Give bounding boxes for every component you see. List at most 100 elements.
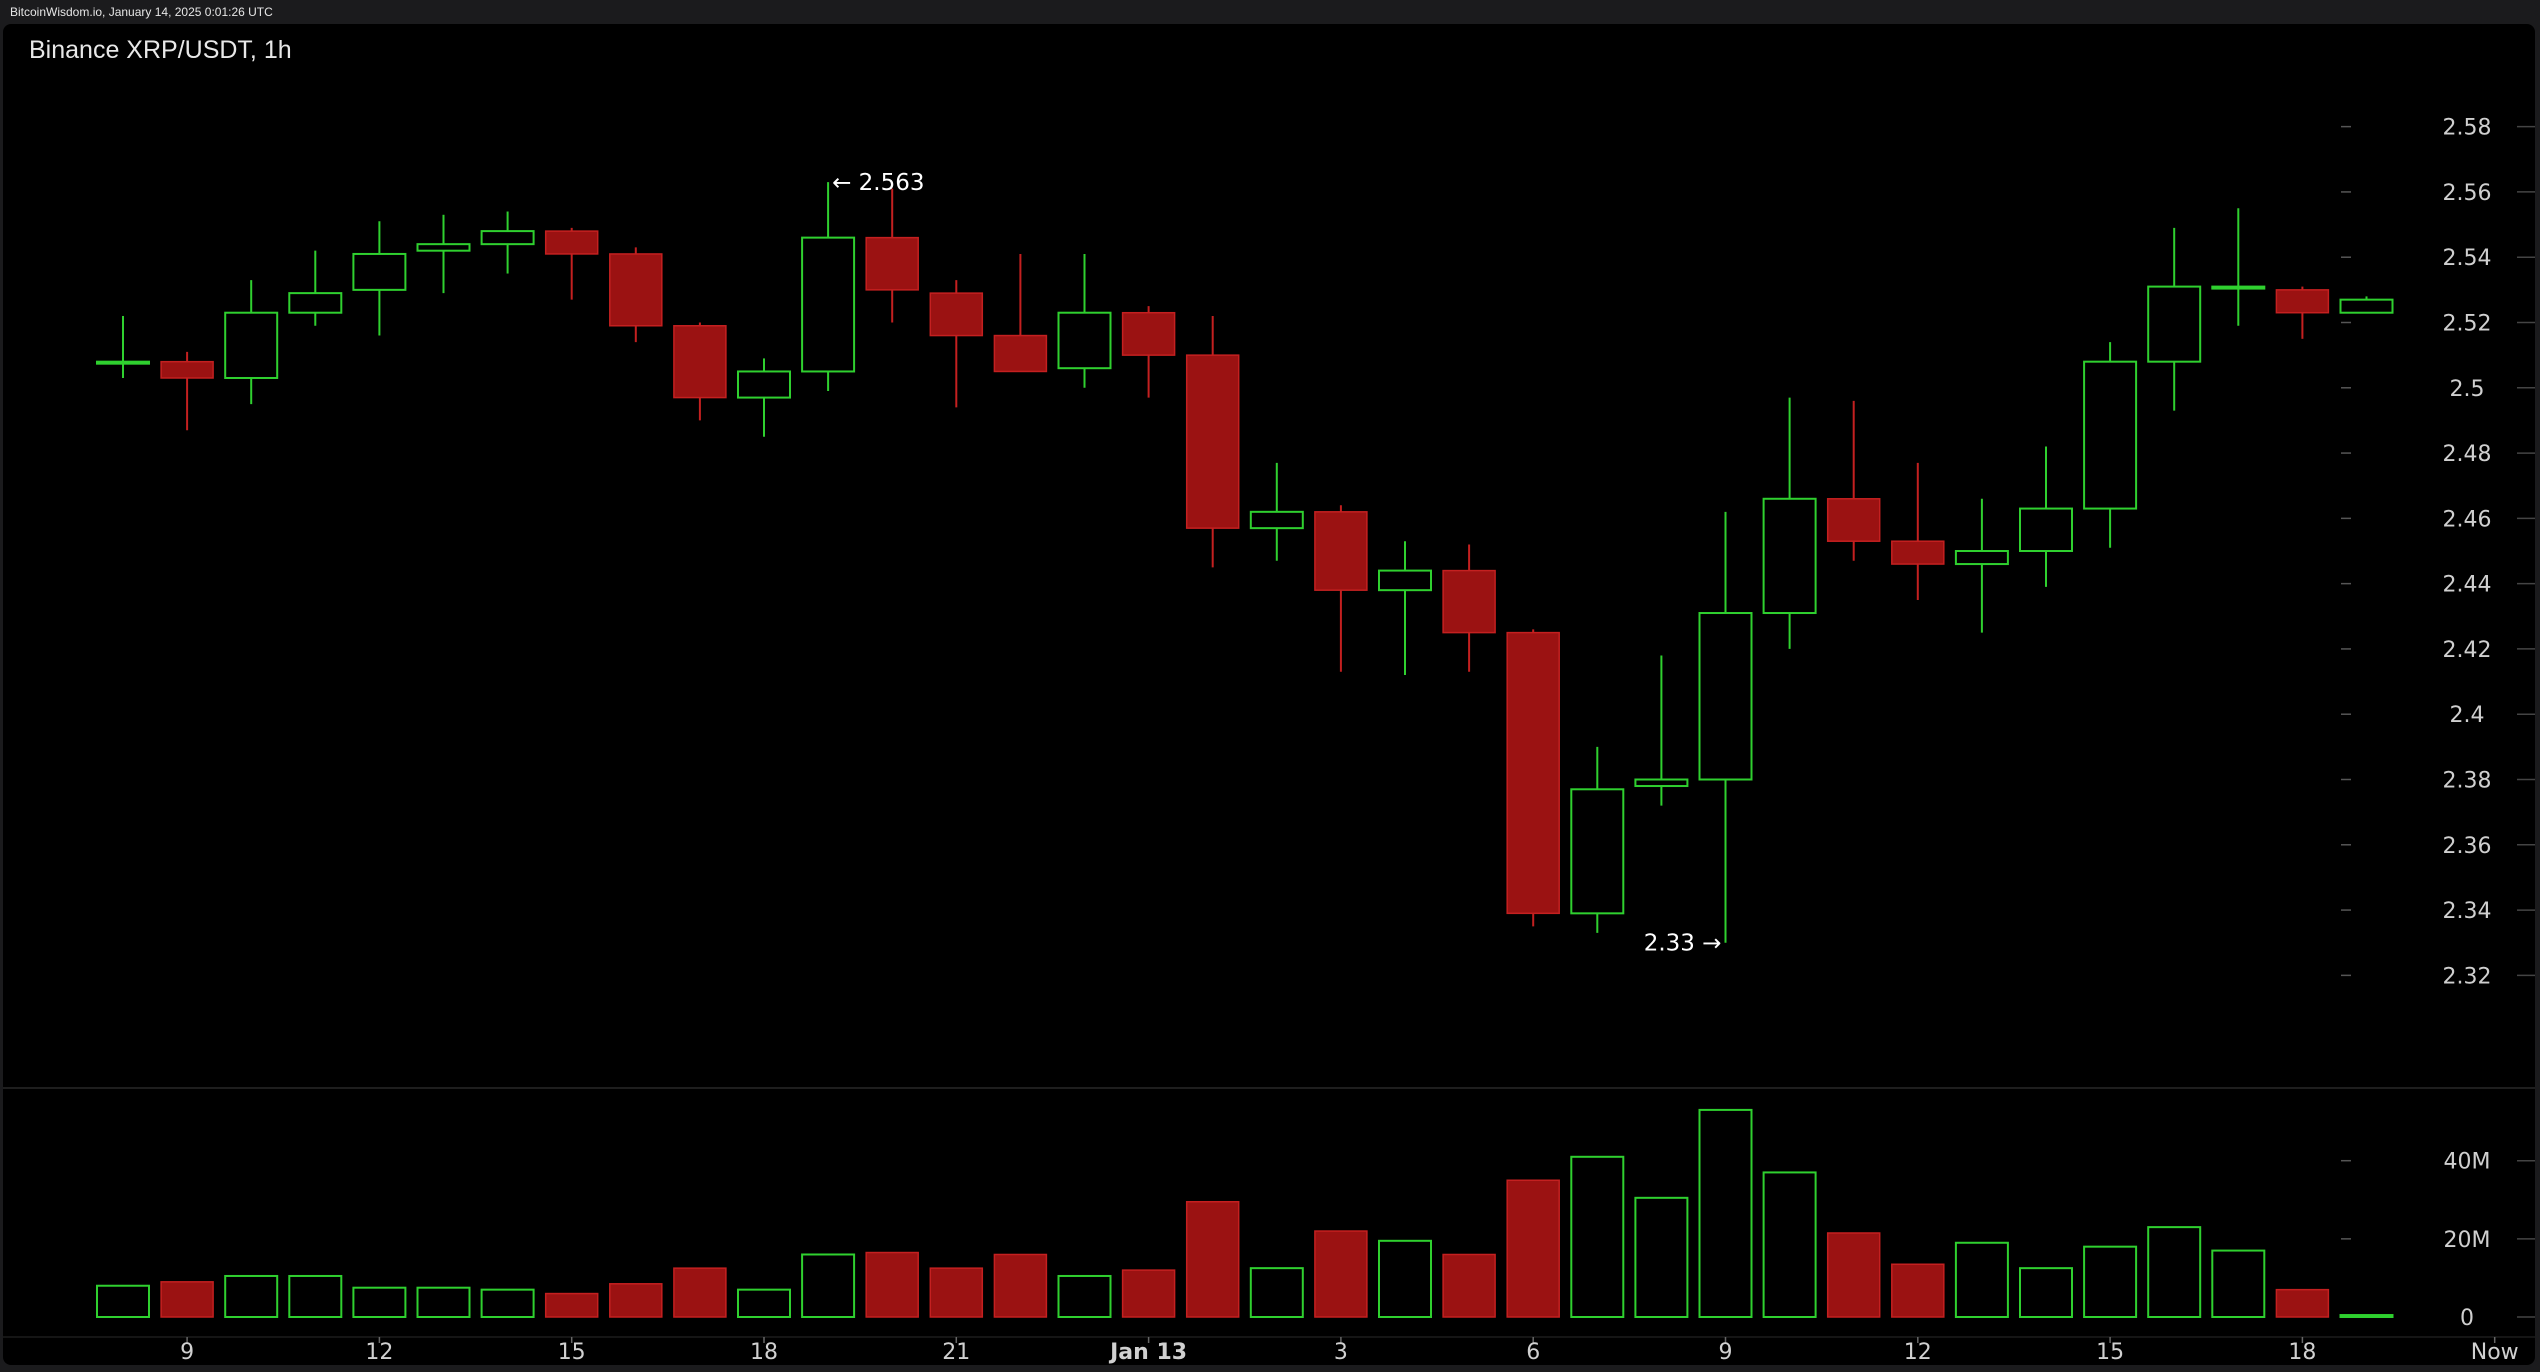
y-tick-label: 2.46: [2443, 507, 2492, 532]
candle-body-down: [544, 230, 599, 255]
y-tick-label: 2.34: [2443, 899, 2492, 924]
candle-body-up: [416, 243, 471, 252]
volume-bar-up: [1057, 1274, 1112, 1318]
volume-bar-up: [2083, 1245, 2138, 1318]
y-tick-label: 2.44: [2443, 573, 2492, 598]
volume-bar-up: [416, 1286, 471, 1319]
y-tick-label: 2.52: [2443, 312, 2492, 337]
volume-bar-down: [160, 1281, 214, 1318]
y-tick-label: 2.54: [2443, 246, 2492, 271]
candle-body-down: [160, 360, 214, 379]
x-tick-label: 15: [2096, 1340, 2124, 1365]
candle-body-down: [929, 292, 984, 337]
chart-panel[interactable]: 2.58 2.56 2.54 2.52 2.5 2.48 2.46 2.44 2.42 2.4 2.…: [3, 24, 2535, 1365]
candle-body-up: [1378, 569, 1432, 592]
volume-bar-down: [1506, 1179, 1560, 1318]
x-tick-label: 3: [1334, 1340, 1348, 1365]
x-tick-label: 9: [1719, 1340, 1733, 1365]
volume-bar-down: [673, 1267, 727, 1318]
candle-body-up: [480, 230, 535, 246]
volume-y-tick-label: 40M: [2444, 1150, 2491, 1175]
candle-body-down: [1826, 498, 1881, 542]
candle-body-up: [1698, 612, 1753, 781]
volume-bar-down: [929, 1267, 984, 1318]
watermark-text: BitcoinWisdom.io, January 14, 2025 0:01:…: [10, 5, 273, 19]
volume-bar-down: [2275, 1288, 2330, 1318]
candle-body-up: [2147, 285, 2202, 363]
high-price-annotation: ← 2.563: [832, 170, 924, 196]
volume-bar-up: [737, 1288, 791, 1319]
candle-body-down: [1314, 511, 1368, 591]
x-tick-label: Jan 13: [1108, 1340, 1187, 1365]
y-tick-label: 2.38: [2443, 769, 2492, 794]
y-tick-label: 2.58: [2443, 116, 2492, 141]
volume-bar-up: [288, 1274, 343, 1318]
candle-body-up: [801, 236, 856, 373]
volume-bar-up: [1378, 1239, 1432, 1318]
volume-y-tick-label: 20M: [2444, 1228, 2491, 1253]
x-tick-label: 15: [558, 1340, 586, 1365]
volume-bar-down: [1314, 1230, 1368, 1318]
y-tick-label: 2.56: [2443, 181, 2492, 206]
volume-bar-up: [1698, 1108, 1753, 1318]
candle-body-down: [1121, 311, 1176, 356]
volume-y-tick-label: 0: [2460, 1306, 2474, 1331]
volume-bar-down: [1185, 1200, 1240, 1318]
candle-body-up: [1954, 550, 2009, 566]
volume-bar-down: [1121, 1269, 1176, 1318]
volume-bar-up: [224, 1274, 279, 1318]
top-bar: BitcoinWisdom.io, January 14, 2025 0:01:…: [0, 0, 2540, 24]
x-tick-label: 12: [1904, 1340, 1932, 1365]
y-tick-label: 2.32: [2443, 964, 2492, 989]
y-tick-label: 2.48: [2443, 442, 2492, 467]
y-tick-label: 2.42: [2443, 638, 2492, 663]
candle-body-down: [2275, 289, 2330, 314]
x-tick-label: 18: [2288, 1340, 2316, 1365]
candle-body-down: [1891, 540, 1945, 565]
volume-bar-down: [1442, 1253, 1496, 1318]
candlestick-chart[interactable]: 2.58 2.56 2.54 2.52 2.5 2.48 2.46 2.44 2.42 2.4 2.…: [3, 24, 2535, 1365]
candle-body-down: [1442, 569, 1496, 634]
volume-bar-up: [352, 1286, 407, 1319]
candle-body-up: [2019, 507, 2073, 553]
y-tick-label: 2.36: [2443, 834, 2492, 859]
volume-bar-up: [480, 1288, 535, 1319]
y-tick-label: 2.5: [2450, 377, 2485, 402]
volume-bar-up: [1954, 1241, 2009, 1319]
x-tick-label: 6: [1526, 1340, 1540, 1365]
candle-body-up: [1762, 497, 1817, 615]
volume-bar-up: [1762, 1171, 1817, 1318]
candle-body-up: [224, 311, 279, 379]
candle-body-up: [1249, 510, 1304, 530]
volume-bar-up: [2211, 1249, 2266, 1319]
y-tick-label: 2.4: [2450, 703, 2485, 728]
volume-bar-down: [1891, 1263, 1945, 1318]
candle-body-down: [1185, 354, 1240, 529]
volume-bar-up: [1570, 1155, 1625, 1318]
volume-bar-up: [1634, 1196, 1689, 1319]
volume-bar-up: [2339, 1314, 2394, 1318]
candle-body-down: [609, 253, 663, 327]
candle-body-up: [2211, 285, 2266, 290]
candle-body-up: [288, 292, 343, 314]
chart-title: Binance XRP/USDT, 1h: [29, 36, 292, 64]
volume-bar-up: [96, 1284, 150, 1318]
candle-body-up: [352, 252, 407, 291]
candle-body-up: [96, 360, 150, 365]
volume-bar-down: [609, 1283, 663, 1318]
volume-bar-down: [1826, 1232, 1881, 1318]
candle-body-up: [737, 370, 791, 399]
candle-body-up: [2083, 360, 2138, 510]
candle-body-up: [2339, 298, 2394, 314]
candle-body-up: [1057, 311, 1112, 370]
candle-body-up: [1570, 788, 1625, 915]
x-tick-label: 21: [942, 1340, 970, 1365]
x-tick-label: 18: [750, 1340, 778, 1365]
candle-body-down: [993, 334, 1048, 373]
volume-bar-down: [993, 1253, 1048, 1318]
volume-bar-up: [801, 1253, 856, 1318]
volume-bar-down: [865, 1251, 919, 1318]
volume-bar-down: [544, 1292, 599, 1318]
x-tick-label: 9: [180, 1340, 194, 1365]
x-tick-label: Now: [2471, 1340, 2519, 1365]
